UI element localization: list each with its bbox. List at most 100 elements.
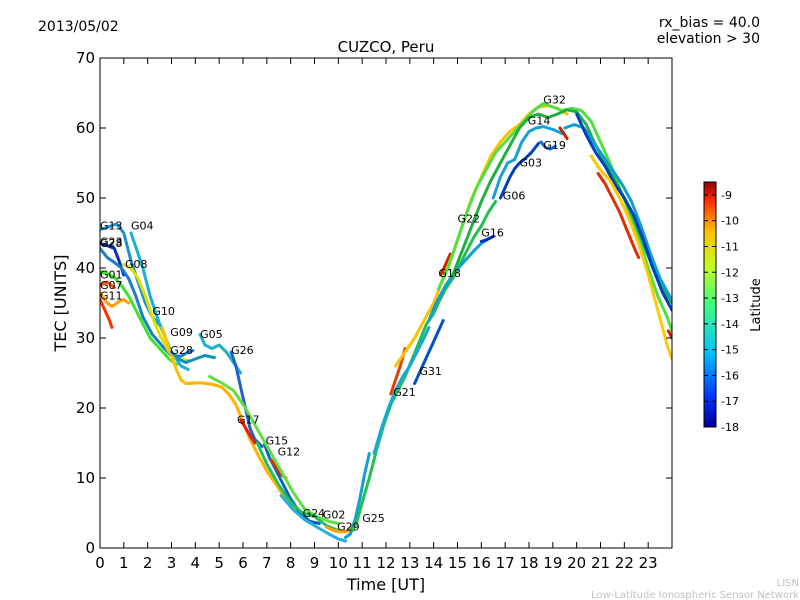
satellite-label-g04: G04 (131, 220, 154, 233)
colorbar-tick-label: -12 (721, 266, 739, 279)
x-tick-label: 1 (119, 554, 129, 572)
satellite-label-g03: G03 (520, 157, 543, 170)
colorbar-tick-label: -17 (721, 395, 739, 408)
series-line-g30 (666, 329, 672, 340)
satellite-label-g13: G13 (100, 220, 123, 233)
series-line-g19b (558, 126, 569, 140)
satellite-label-g19: G19 (543, 139, 566, 152)
satellite-label-g28: G28 (100, 237, 123, 250)
y-tick-label: 20 (76, 399, 95, 417)
colorbar-tick-label: -15 (721, 344, 739, 357)
satellite-label-g29: G29 (337, 521, 360, 534)
x-axis-label: Time [UT] (346, 575, 425, 594)
x-tick-label: 0 (95, 554, 105, 572)
series-line-g31 (413, 319, 445, 385)
x-tick-label: 8 (286, 554, 296, 572)
satellite-label-g18: G18 (438, 267, 461, 280)
elevation-label: elevation > 30 (657, 31, 760, 47)
series-line-g27b (596, 172, 641, 259)
series-line-g14 (436, 102, 672, 333)
satellite-label-g25: G25 (362, 512, 385, 525)
satellite-label-g15: G15 (266, 434, 289, 447)
series-line-g07 (100, 280, 116, 290)
y-tick-label: 50 (76, 189, 95, 207)
satellite-label-g06: G06 (503, 189, 526, 202)
date-label: 2013/05/02 (38, 19, 119, 35)
series-line-g02 (279, 494, 347, 543)
series-line-g16b (479, 235, 495, 243)
satellite-label-g14: G14 (528, 115, 551, 128)
series-line-g01 (100, 270, 178, 367)
x-tick-label: 2 (143, 554, 153, 572)
y-axis-label: TEC [UNITS] (51, 255, 70, 353)
y-tick-label: 70 (76, 49, 95, 67)
series-line-g20b (575, 112, 672, 312)
credit-lisn: LISN (777, 578, 799, 589)
colorbar-tick-label: -9 (721, 189, 732, 202)
series-line-g09 (160, 326, 195, 385)
satellite-label-g09: G09 (170, 326, 193, 339)
x-tick-label: 10 (329, 554, 348, 572)
series-line-g28b (170, 350, 216, 364)
series-line-g25b (351, 200, 498, 532)
x-tick-label: 16 (472, 554, 491, 572)
series-line-g24 (255, 441, 340, 532)
rx-bias-label: rx_bias = 40.0 (659, 15, 760, 31)
satellite-label-g22: G22 (458, 213, 481, 226)
y-tick-label: 0 (85, 539, 95, 557)
satellite-label-g10: G10 (152, 305, 175, 318)
x-tick-label: 21 (591, 554, 610, 572)
series-line-g27 (589, 154, 672, 361)
y-tick-label: 40 (76, 259, 95, 277)
colorbar-tick-label: -18 (721, 421, 739, 434)
x-tick-label: 5 (214, 554, 224, 572)
x-tick-label: 18 (519, 554, 538, 572)
series-line-g10 (100, 298, 114, 329)
y-tick-label: 60 (76, 119, 95, 137)
series-line-g19 (539, 140, 557, 151)
series-line-g06 (498, 141, 540, 200)
x-tick-label: 6 (238, 554, 248, 572)
series-line-g18 (439, 252, 452, 277)
series-line-g17b (239, 418, 257, 445)
satellite-label-g24: G24 (303, 507, 326, 520)
x-tick-label: 11 (353, 554, 372, 572)
axis-ticks: 0 1 2 3 4 5 6 7 8 9 10 11 12 13 14 15 16 17 18 19 20 21 22 2301… (76, 49, 672, 572)
satellite-label-g17: G17 (237, 413, 260, 426)
x-tick-label: 3 (167, 554, 177, 572)
x-tick-label: 22 (615, 554, 634, 572)
series-line-g16 (427, 237, 490, 322)
credit-network: Low-Latitude Ionospheric Sensor Network (591, 590, 799, 600)
satellite-label-g31: G31 (419, 365, 442, 378)
y-tick-label: 10 (76, 469, 95, 487)
satellite-label-g01: G01 (100, 269, 123, 282)
x-tick-label: 12 (376, 554, 395, 572)
x-tick-label: 7 (262, 554, 272, 572)
colorbar-ticks: -9 -10 -11 -12 -13 -14 -15 -16 -17 -18 (704, 189, 739, 434)
colorbar-tick-label: -14 (721, 318, 739, 331)
x-tick-label: 14 (424, 554, 443, 572)
x-tick-label: 20 (567, 554, 586, 572)
satellite-label-g32: G32 (543, 94, 566, 107)
colorbar-label: Latitude (749, 278, 764, 332)
series-line-g28 (100, 246, 195, 358)
series-line-g11 (100, 291, 131, 308)
x-tick-label: 4 (191, 554, 201, 572)
x-tick-label: 23 (639, 554, 658, 572)
satellite-label-g05: G05 (200, 328, 223, 341)
series-line-g12 (208, 375, 340, 525)
satellite-label-g21: G21 (393, 386, 416, 399)
series-line-g03 (491, 125, 564, 200)
colorbar (703, 181, 717, 428)
satellite-label-g02: G02 (323, 509, 346, 522)
x-tick-label: 13 (400, 554, 419, 572)
satellite-label-g16: G16 (481, 227, 504, 240)
satellite-label-g11: G11 (100, 290, 123, 303)
satellite-label-g28: G28 (170, 344, 193, 357)
chart-title: CUZCO, Peru (338, 38, 435, 56)
y-tick-label: 30 (76, 329, 95, 347)
satellite-label-g26: G26 (231, 344, 254, 357)
x-tick-label: 15 (448, 554, 467, 572)
